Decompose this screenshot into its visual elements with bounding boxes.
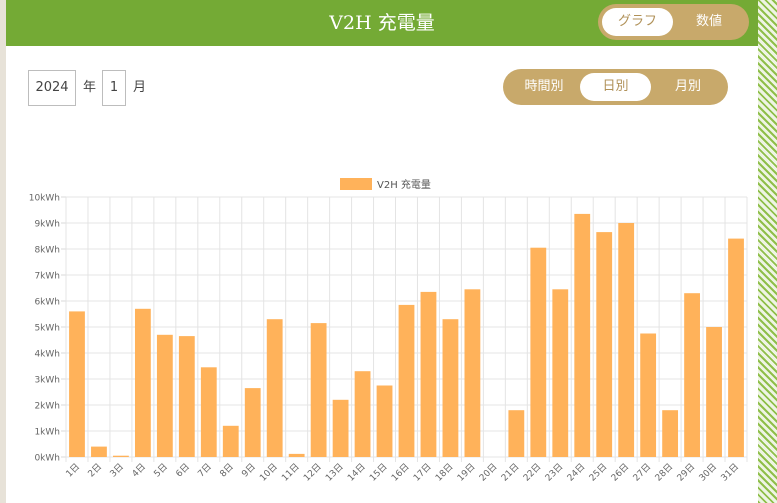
x-tick-label: 4日 — [130, 461, 148, 479]
bar-19日 — [464, 289, 481, 457]
x-tick-label: 20日 — [477, 461, 499, 483]
x-tick-label: 24日 — [565, 461, 587, 483]
x-tick-label: 27日 — [631, 461, 653, 483]
bar-22日 — [530, 247, 547, 457]
view-option-graph[interactable]: グラフ — [602, 8, 673, 36]
bar-4日 — [134, 308, 151, 457]
bar-29日 — [684, 293, 700, 457]
bar-5日 — [156, 334, 173, 457]
x-tick-label: 11日 — [280, 461, 302, 483]
striped-border — [758, 0, 777, 503]
y-tick-label: 3kWh — [34, 376, 60, 386]
page-header: V2H 充電量 グラフ 数値 — [6, 0, 758, 46]
x-tick-label: 18日 — [433, 461, 455, 483]
x-tick-label: 17日 — [411, 461, 433, 483]
bar-21日 — [508, 410, 525, 457]
bar-2日 — [91, 446, 107, 457]
bar-1日 — [69, 311, 85, 457]
bar-13日 — [332, 399, 349, 457]
period-option-daily[interactable]: 日別 — [580, 73, 651, 101]
bar-26日 — [618, 223, 635, 457]
bar-16日 — [398, 304, 415, 457]
x-tick-label: 14日 — [345, 461, 367, 483]
period-toggle: 時間別 日別 月別 — [503, 69, 728, 105]
x-tick-label: 23日 — [543, 461, 565, 483]
legend-swatch — [340, 178, 372, 190]
x-tick-label: 10日 — [258, 461, 280, 483]
x-tick-label: 22日 — [521, 461, 543, 483]
x-tick-label: 8日 — [218, 461, 236, 479]
bar-14日 — [354, 371, 371, 457]
x-tick-label: 30日 — [697, 461, 719, 483]
x-tick-label: 13日 — [323, 461, 345, 483]
filter-bar: 2024 年 1 月 時間別 日別 月別 — [6, 46, 758, 136]
y-tick-label: 5kWh — [34, 324, 60, 334]
bar-3日 — [113, 455, 129, 457]
bar-30日 — [706, 327, 722, 457]
y-tick-label: 8kWh — [34, 246, 60, 256]
bar-7日 — [200, 367, 217, 457]
x-tick-label: 29日 — [675, 461, 697, 483]
y-tick-label: 1kWh — [34, 428, 60, 438]
period-option-monthly[interactable]: 月別 — [674, 79, 701, 94]
year-input[interactable]: 2024 — [28, 70, 76, 106]
bar-31日 — [728, 238, 744, 457]
bar-11日 — [288, 453, 305, 457]
bar-8日 — [222, 425, 239, 457]
left-margin — [0, 0, 6, 503]
x-tick-label: 2日 — [86, 461, 104, 479]
x-tick-label: 6日 — [174, 461, 192, 479]
bar-28日 — [662, 410, 679, 457]
x-tick-label: 31日 — [719, 461, 741, 483]
x-tick-label: 21日 — [499, 461, 521, 483]
y-tick-label: 0kWh — [34, 454, 60, 464]
x-tick-label: 7日 — [196, 461, 214, 479]
x-tick-label: 19日 — [455, 461, 477, 483]
bar-6日 — [178, 336, 195, 457]
x-tick-label: 28日 — [653, 461, 675, 483]
bar-23日 — [552, 289, 569, 457]
bar-10日 — [266, 319, 283, 457]
legend-label: V2H 充電量 — [377, 178, 431, 191]
view-option-values[interactable]: 数値 — [695, 14, 722, 29]
month-unit-label: 月 — [133, 80, 147, 95]
bar-25日 — [596, 232, 613, 457]
bar-17日 — [420, 291, 437, 457]
x-tick-label: 9日 — [240, 461, 258, 479]
y-tick-label: 10kWh — [29, 194, 60, 204]
y-tick-label: 2kWh — [34, 402, 60, 412]
bar-9日 — [244, 388, 261, 457]
x-tick-label: 5日 — [152, 461, 170, 479]
bar-15日 — [376, 385, 393, 457]
x-tick-label: 3日 — [108, 461, 126, 479]
period-option-hourly[interactable]: 時間別 — [524, 79, 564, 94]
x-tick-label: 25日 — [587, 461, 609, 483]
y-tick-label: 6kWh — [34, 298, 60, 308]
y-tick-label: 9kWh — [34, 220, 60, 230]
bar-27日 — [640, 333, 657, 457]
month-input[interactable]: 1 — [102, 70, 126, 106]
year-unit-label: 年 — [83, 80, 97, 95]
view-toggle: グラフ 数値 — [598, 4, 749, 40]
bar-12日 — [310, 323, 327, 457]
bar-18日 — [442, 319, 459, 457]
y-tick-label: 4kWh — [34, 350, 60, 360]
x-tick-label: 15日 — [367, 461, 389, 483]
bar-24日 — [574, 213, 591, 457]
x-tick-label: 12日 — [302, 461, 324, 483]
y-tick-label: 7kWh — [34, 272, 60, 282]
x-tick-label: 1日 — [64, 461, 82, 479]
page-title: V2H 充電量 — [329, 12, 435, 34]
x-tick-label: 16日 — [389, 461, 411, 483]
x-tick-label: 26日 — [609, 461, 631, 483]
